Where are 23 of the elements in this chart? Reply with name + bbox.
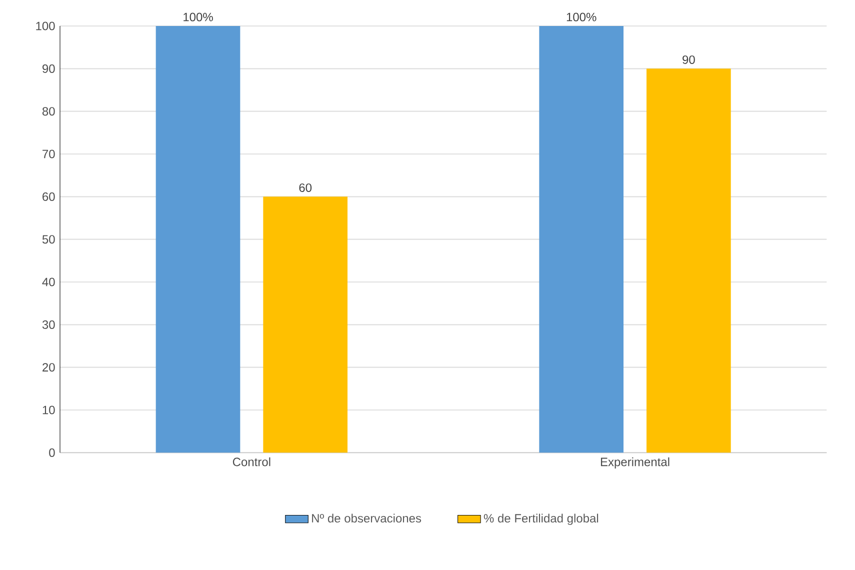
y-tick-label: 90 [42, 64, 55, 73]
y-tick-label: 20 [42, 363, 55, 372]
y-tick-label: 70 [42, 150, 55, 158]
data-label: 90 [682, 55, 695, 64]
legend-label: % de Fertilidad global [484, 514, 598, 525]
y-tick-label: 30 [42, 320, 55, 329]
legend-label: Nº de observaciones [312, 514, 422, 523]
data-label: 100% [566, 12, 596, 22]
y-tick-label: 80 [42, 107, 55, 116]
bar [646, 68, 731, 453]
data-label: 60 [299, 183, 312, 192]
y-tick-label: 40 [42, 278, 55, 286]
bar [539, 26, 624, 453]
bar [156, 26, 240, 453]
y-tick-label: 10 [42, 406, 55, 414]
y-tick-label: 100 [36, 22, 55, 30]
x-tick-label: Experimental [600, 457, 670, 469]
x-tick-label: Control [232, 457, 270, 466]
data-label: 100% [184, 12, 213, 22]
bar [263, 196, 348, 453]
y-tick-label: 0 [49, 448, 55, 457]
y-tick-label: 50 [42, 235, 55, 244]
y-tick-label: 60 [42, 192, 55, 201]
